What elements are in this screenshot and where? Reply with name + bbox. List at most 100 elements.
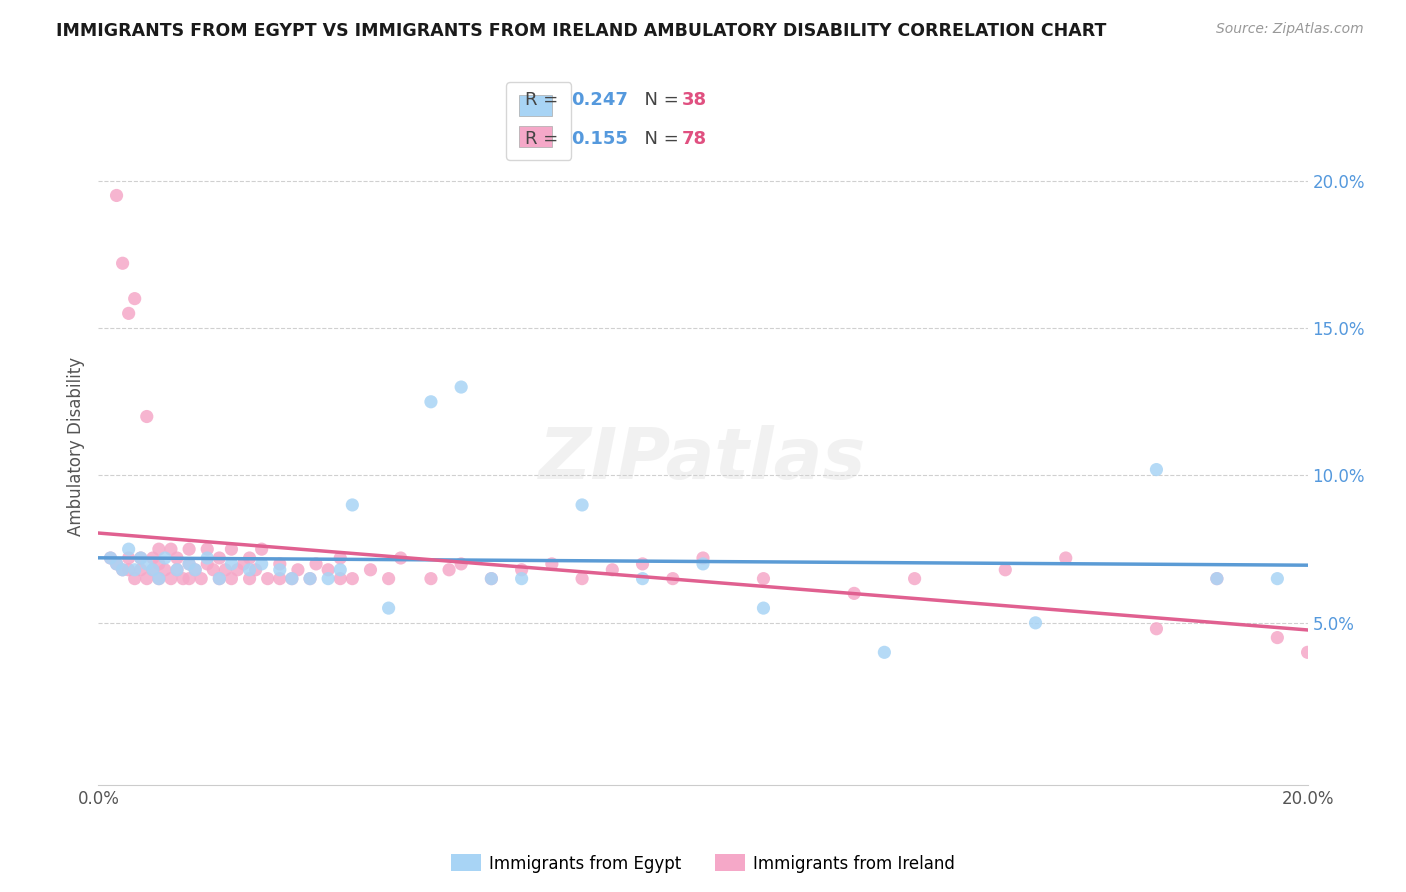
Point (105, 557, 128, 571)
Point (160, 572, 183, 586)
Point (256, 572, 278, 586)
Point (329, 563, 352, 577)
Text: 0.155: 0.155 (571, 129, 628, 147)
Point (232, 557, 254, 571)
Point (389, 551, 412, 566)
Text: 0.247: 0.247 (571, 91, 628, 109)
Point (661, 572, 683, 586)
Point (160, 542, 183, 557)
Legend: Immigrants from Egypt, Immigrants from Ireland: Immigrants from Egypt, Immigrants from I… (444, 847, 962, 880)
Point (111, 563, 134, 577)
Text: Source: ZipAtlas.com: Source: ZipAtlas.com (1216, 22, 1364, 37)
Point (118, 551, 141, 566)
Point (166, 563, 188, 577)
Point (111, 256, 134, 270)
Point (342, 572, 364, 586)
Point (316, 572, 339, 586)
Point (450, 380, 472, 394)
Point (1024, 615, 1046, 630)
Point (195, 557, 218, 571)
Point (692, 557, 714, 571)
Point (142, 551, 165, 566)
Y-axis label: Ambulatory Disability: Ambulatory Disability (66, 357, 84, 535)
Point (148, 572, 170, 586)
Point (752, 601, 775, 615)
Point (184, 563, 207, 577)
Point (631, 572, 654, 586)
Point (510, 563, 533, 577)
Point (377, 601, 399, 615)
Point (1267, 631, 1289, 645)
Point (148, 542, 170, 557)
Point (166, 551, 188, 566)
Point (281, 572, 304, 586)
Point (100, 551, 122, 566)
Point (190, 572, 212, 586)
Point (602, 563, 624, 577)
Text: ZIPatlas: ZIPatlas (540, 425, 866, 494)
Point (195, 542, 218, 557)
Point (118, 542, 141, 557)
Point (245, 563, 267, 577)
Point (631, 557, 654, 571)
Point (153, 563, 176, 577)
Point (571, 498, 593, 512)
Text: 78: 78 (682, 129, 707, 147)
Point (481, 572, 503, 586)
Point (281, 572, 304, 586)
Point (135, 572, 157, 586)
Point (1054, 551, 1077, 566)
Point (250, 557, 273, 571)
Point (481, 572, 503, 586)
Point (153, 551, 176, 566)
Point (142, 563, 165, 577)
Point (299, 572, 322, 586)
Point (540, 557, 562, 571)
Point (269, 572, 291, 586)
Point (124, 572, 146, 586)
Point (124, 563, 146, 577)
Point (142, 563, 165, 577)
Point (1206, 572, 1229, 586)
Text: N =: N = (633, 129, 685, 147)
Point (195, 551, 218, 566)
Point (437, 563, 460, 577)
Point (105, 188, 128, 202)
Point (692, 551, 714, 566)
Point (221, 572, 243, 586)
Point (239, 563, 262, 577)
Point (1144, 622, 1167, 636)
Point (450, 557, 472, 571)
Point (179, 557, 201, 571)
Point (135, 409, 157, 424)
Point (111, 563, 134, 577)
Point (1267, 572, 1289, 586)
Point (299, 572, 322, 586)
Point (166, 563, 188, 577)
Point (129, 551, 152, 566)
Text: IMMIGRANTS FROM EGYPT VS IMMIGRANTS FROM IRELAND AMBULATORY DISABILITY CORRELATI: IMMIGRANTS FROM EGYPT VS IMMIGRANTS FROM… (56, 22, 1107, 40)
Point (269, 557, 291, 571)
Point (172, 572, 194, 586)
Point (994, 563, 1017, 577)
Point (239, 572, 262, 586)
Point (360, 563, 382, 577)
Point (904, 572, 927, 586)
Point (329, 551, 352, 566)
Point (179, 557, 201, 571)
Point (135, 557, 157, 571)
Point (226, 563, 249, 577)
Point (208, 572, 231, 586)
Point (250, 542, 273, 557)
Point (100, 551, 122, 566)
Point (287, 563, 309, 577)
Point (420, 572, 443, 586)
Point (118, 306, 141, 320)
Text: N =: N = (633, 91, 685, 109)
Point (844, 586, 866, 600)
Point (329, 572, 352, 586)
Point (377, 572, 399, 586)
Point (179, 572, 201, 586)
Text: R =: R = (524, 129, 564, 147)
Point (148, 557, 170, 571)
